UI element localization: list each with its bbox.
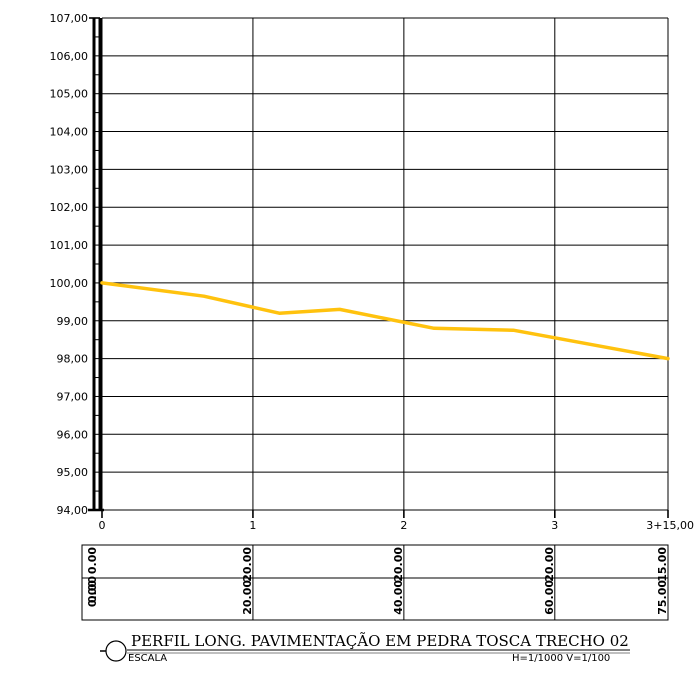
table-cell-cumulative: 60.00: [543, 580, 556, 615]
profile-line: [100, 281, 670, 361]
table-frame: [81, 544, 669, 621]
y-tick-label: 101,00: [50, 239, 89, 252]
table-cell-cumulative: 0.00: [86, 580, 99, 607]
table-cell-partial: 20.00: [241, 547, 254, 582]
x-tick-label: 0: [99, 519, 106, 532]
table-cell-cumulative: 75.00: [656, 580, 669, 615]
y-tick-label: 97,00: [57, 390, 89, 403]
y-tick-label: 106,00: [50, 50, 89, 63]
y-tick-label: 99,00: [57, 315, 89, 328]
y-axis: [88, 17, 104, 512]
series-layer: [100, 281, 670, 361]
grid: [101, 17, 669, 518]
table-cell-partial: 20.00: [543, 547, 556, 582]
table-cell-partial: 15.00: [656, 547, 669, 582]
y-tick-label: 95,00: [57, 466, 89, 479]
table-cell-cumulative: 40.00: [392, 580, 405, 615]
x-tick-label: 2: [400, 519, 407, 532]
x-tick-label: 1: [249, 519, 256, 532]
y-tick-label: 105,00: [50, 88, 89, 101]
y-tick-label: 107,00: [50, 12, 89, 25]
x-tick-label: 3: [551, 519, 558, 532]
x-tick-label: 3+15,00: [646, 519, 694, 532]
chart-title: PERFIL LONG. PAVIMENTAÇÃO EM PEDRA TOSCA…: [131, 632, 629, 650]
scale-label: ESCALA: [128, 653, 167, 664]
y-tick-labels: 94,00 95,00 96,00 97,00 98,00 99,00 100,00 101,…: [50, 12, 89, 517]
scale-value: H=1/1000 V=1/100: [512, 653, 610, 664]
y-tick-label: 100,00: [50, 277, 89, 290]
table-cell-extra: 0.00: [86, 547, 99, 574]
title-circle-icon: [105, 640, 127, 662]
y-tick-label: 98,00: [57, 353, 89, 366]
y-tick-label: 102,00: [50, 201, 89, 214]
title-block: PERFIL LONG. PAVIMENTAÇÃO EM PEDRA TOSCA…: [100, 632, 630, 664]
x-tick-labels: 0 1 2 3 3+15,00: [99, 519, 695, 532]
table-cell-partial: 0.00: [86, 576, 99, 603]
y-tick-label: 103,00: [50, 163, 89, 176]
table-cell-cumulative: 20.00: [241, 580, 254, 615]
y-tick-label: 104,00: [50, 126, 89, 139]
y-tick-label: 94,00: [57, 504, 89, 517]
y-tick-label: 96,00: [57, 428, 89, 441]
table-cell-partial: 20.00: [392, 547, 405, 582]
